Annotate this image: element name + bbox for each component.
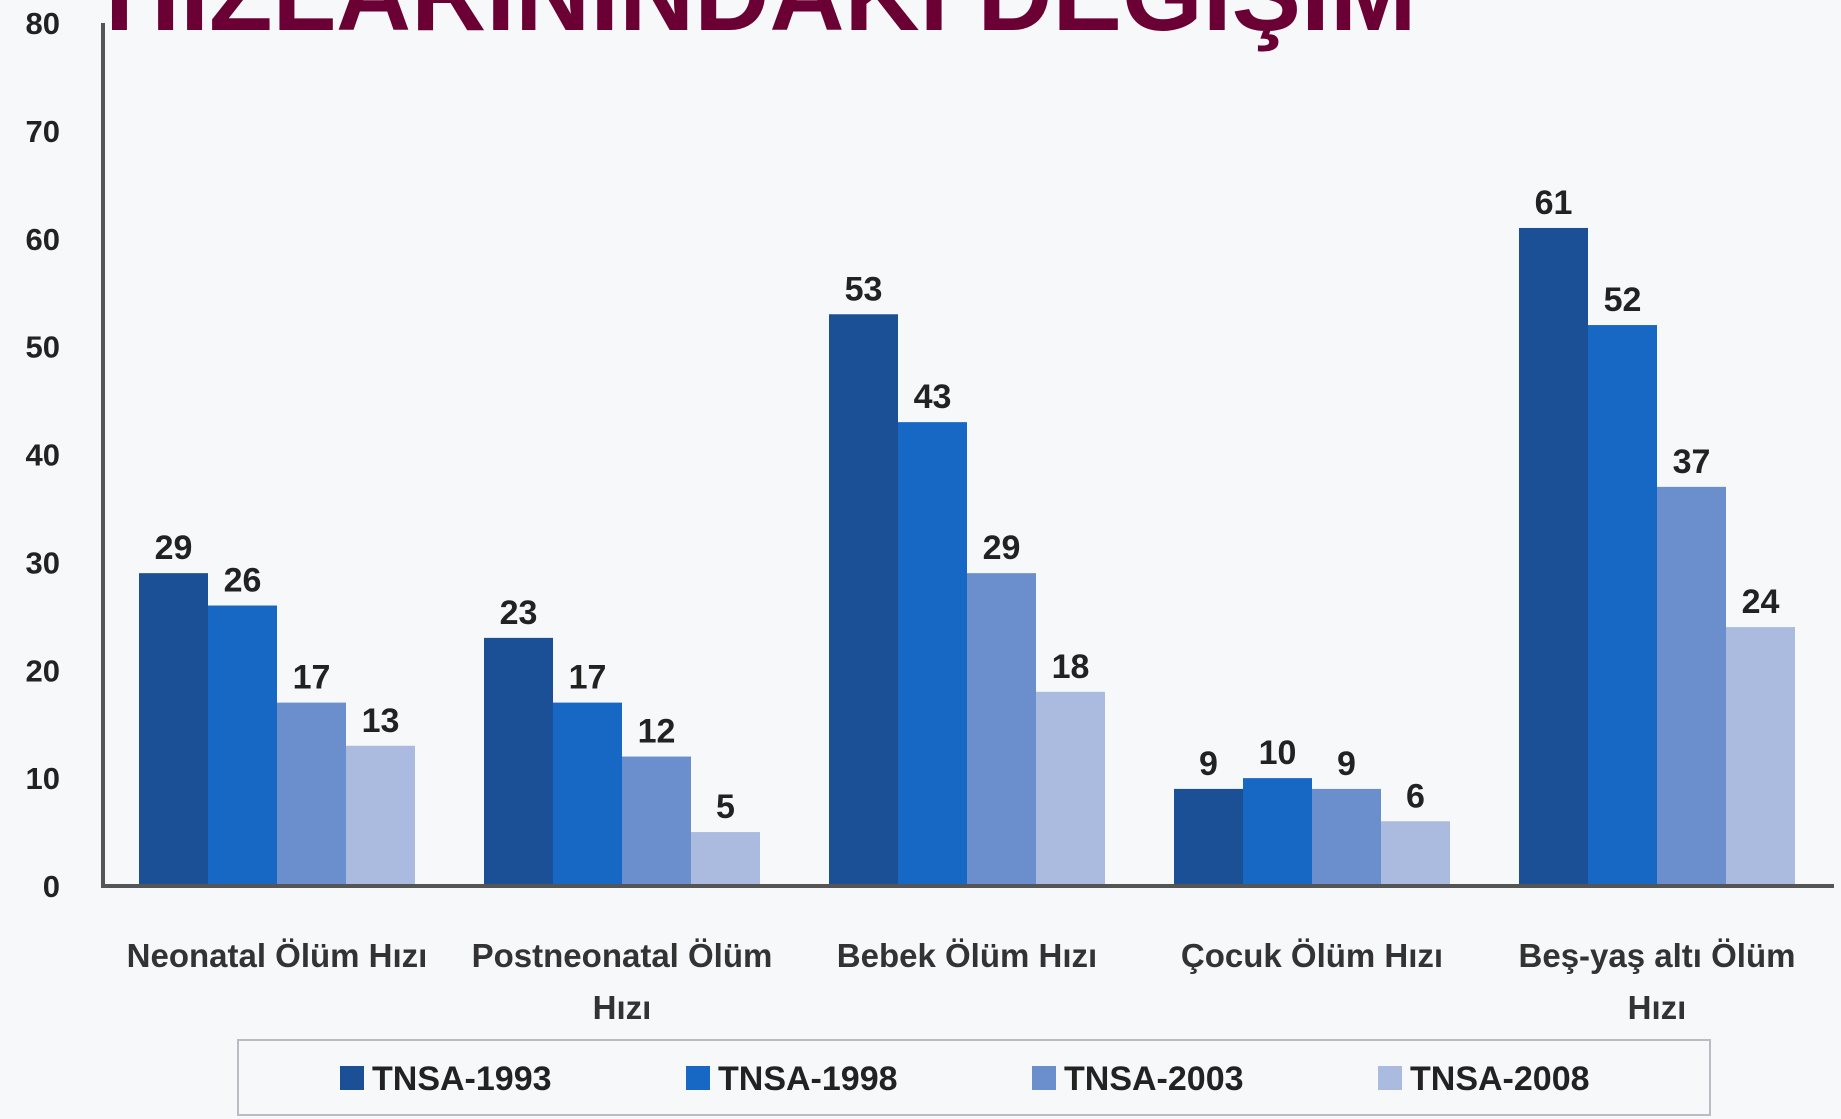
data-label: 9 (1199, 745, 1218, 783)
y-tick-label: 50 (26, 330, 60, 365)
data-label: 17 (569, 659, 607, 697)
legend-label: TNSA-2003 (1064, 1060, 1244, 1098)
x-tick-label: Çocuk Ölüm Hızı (1180, 937, 1444, 974)
data-label: 24 (1742, 583, 1780, 621)
legend-swatch (686, 1066, 710, 1090)
y-tick-label: 10 (26, 761, 60, 796)
legend-swatch (1378, 1066, 1402, 1090)
legend-label: TNSA-1993 (372, 1060, 552, 1098)
bar (1312, 788, 1381, 886)
data-label: 18 (1052, 648, 1090, 686)
y-tick-label: 70 (26, 114, 60, 149)
y-tick-label: 20 (26, 653, 60, 688)
y-tick-label: 40 (26, 438, 60, 473)
x-tick-label: Neonatal Ölüm Hızı (126, 937, 428, 974)
data-label: 9 (1337, 745, 1356, 783)
data-label: 29 (983, 529, 1021, 567)
legend-swatch (1032, 1066, 1056, 1090)
data-label: 13 (362, 702, 400, 740)
bar (1381, 821, 1450, 886)
data-label: 29 (155, 529, 193, 567)
data-label: 17 (293, 659, 331, 697)
bar (1519, 227, 1588, 886)
y-tick-label: 0 (43, 869, 60, 904)
data-label: 6 (1406, 777, 1425, 815)
chart-title: HIZLARININDAKİ DEĞİŞİM (105, 0, 1417, 53)
data-label: 23 (500, 594, 538, 632)
y-tick-label: 80 (26, 6, 60, 41)
bar (1036, 691, 1105, 886)
bar (484, 637, 553, 886)
legend-box (237, 1039, 1711, 1116)
bar (1243, 778, 1312, 886)
data-label: 10 (1259, 734, 1297, 772)
legend-swatch (340, 1066, 364, 1090)
bar (691, 832, 760, 886)
data-label: 53 (845, 270, 883, 308)
data-label: 5 (716, 788, 735, 826)
bar (553, 702, 622, 886)
bar (967, 573, 1036, 886)
bar (1726, 627, 1795, 886)
y-tick-label: 30 (26, 545, 60, 580)
bar (346, 745, 415, 886)
bar (277, 702, 346, 886)
bar (829, 314, 898, 886)
y-tick-label: 60 (26, 222, 60, 257)
bar (898, 422, 967, 886)
bar (1588, 325, 1657, 886)
x-tick-label: Postneonatal Ölüm Hızı (471, 937, 773, 1026)
data-label: 37 (1673, 443, 1711, 481)
legend-label: TNSA-2008 (1410, 1060, 1590, 1098)
x-tick-label: Bebek Ölüm Hızı (836, 937, 1098, 974)
data-label: 52 (1604, 281, 1642, 319)
x-tick-label: Beş-yaş altı Ölüm Hızı (1518, 937, 1796, 1026)
bar (208, 605, 277, 886)
data-label: 26 (224, 562, 262, 600)
data-label: 61 (1535, 184, 1573, 222)
bar (1657, 486, 1726, 886)
data-label: 43 (914, 378, 952, 416)
legend-label: TNSA-1998 (718, 1060, 898, 1098)
bar (1174, 788, 1243, 886)
data-label: 12 (638, 713, 676, 751)
bar (622, 756, 691, 886)
bar (139, 573, 208, 886)
